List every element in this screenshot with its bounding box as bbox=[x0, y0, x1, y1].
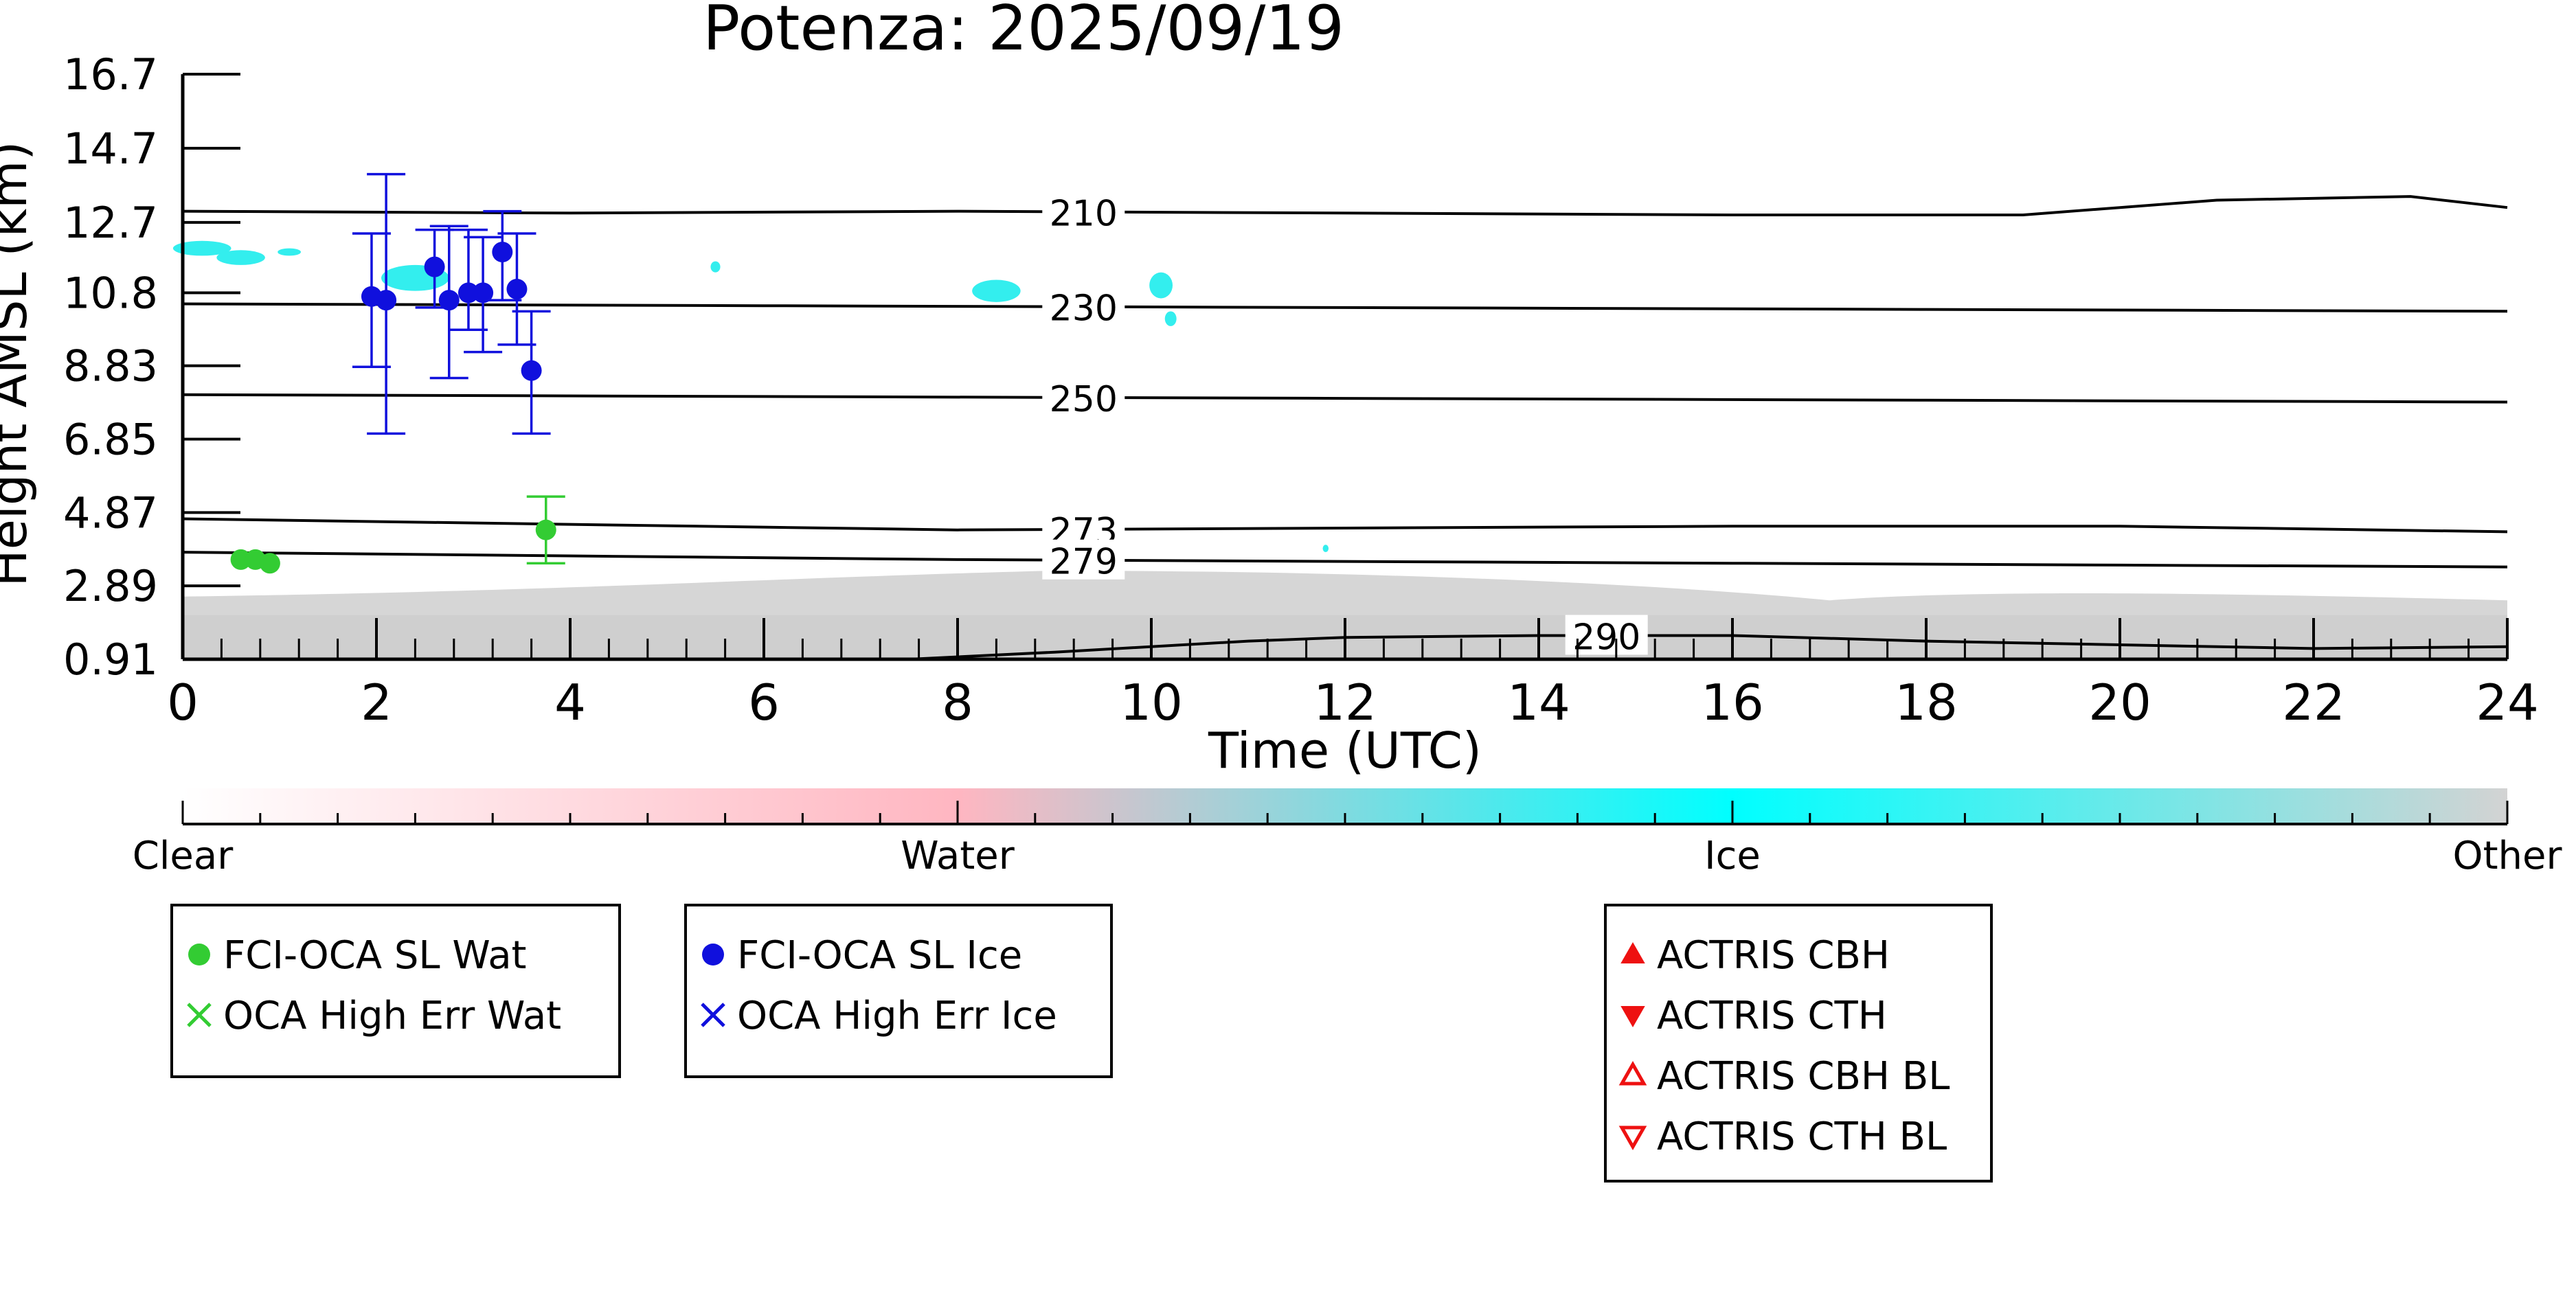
colorbar-label: Other bbox=[2452, 834, 2562, 878]
x-tick-label: 8 bbox=[942, 674, 973, 731]
x-tick-label: 18 bbox=[1895, 674, 1958, 731]
data-point bbox=[535, 519, 556, 540]
data-layer bbox=[230, 172, 565, 574]
x-tick-label: 0 bbox=[167, 674, 199, 731]
x-tick-label: 6 bbox=[748, 674, 780, 731]
legend-circle-marker bbox=[188, 944, 210, 966]
ice-cloud-patch bbox=[1149, 272, 1173, 299]
legend-frame bbox=[170, 904, 621, 1078]
x-tick-label: 14 bbox=[1507, 674, 1570, 731]
y-tick-label: 0.91 bbox=[63, 635, 158, 685]
data-point bbox=[521, 360, 542, 381]
isotherm-line-210 bbox=[182, 195, 2508, 216]
x-axis-label: Time (UTC) bbox=[1208, 722, 1482, 779]
y-tick-label: 10.8 bbox=[63, 268, 158, 318]
ice-cloud-patch bbox=[972, 279, 1021, 302]
legend-label: FCI-OCA SL Ice bbox=[737, 933, 1022, 978]
isotherm-line-230 bbox=[182, 302, 2508, 313]
ice-cloud-patch bbox=[710, 261, 721, 273]
legend-triangle-marker bbox=[1618, 1126, 1647, 1151]
isotherm-label-bg bbox=[1042, 376, 1125, 417]
legend-frame bbox=[684, 904, 1113, 1078]
isotherm-label-bg bbox=[1042, 539, 1125, 580]
isotherm-label-230: 230 bbox=[1050, 288, 1118, 330]
isotherm-label-bg bbox=[1042, 286, 1125, 326]
legend-circle-marker bbox=[702, 944, 724, 966]
legend-label: ACTRIS CTH BL bbox=[1657, 1115, 1947, 1159]
legend-label: ACTRIS CTH bbox=[1657, 994, 1887, 1038]
isotherm-label-250: 250 bbox=[1050, 379, 1118, 420]
legend-triangle-marker bbox=[1620, 1006, 1645, 1028]
x-tick-label: 10 bbox=[1120, 674, 1183, 731]
legend-x-marker bbox=[187, 1003, 212, 1027]
isotherm-label-bg bbox=[1565, 615, 1648, 655]
data-point bbox=[376, 290, 397, 311]
isotherm-line-279 bbox=[182, 551, 2508, 569]
x-tick-label: 12 bbox=[1313, 674, 1377, 731]
legend-box: FCI-OCA SL Ice OCA High Err Ice bbox=[684, 904, 1113, 1078]
y-tick-label: 6.85 bbox=[63, 414, 158, 464]
data-point bbox=[506, 278, 528, 299]
y-tick-label: 4.87 bbox=[63, 488, 158, 538]
x-tick-label: 24 bbox=[2476, 674, 2539, 731]
legend-triangle-marker bbox=[1620, 941, 1645, 963]
colorbar-label: Ice bbox=[1704, 834, 1761, 878]
data-point bbox=[473, 282, 494, 304]
colorbar-label: Water bbox=[901, 834, 1015, 878]
y-tick-label: 14.7 bbox=[63, 124, 158, 174]
legend-label: FCI-OCA SL Wat bbox=[223, 933, 527, 978]
legend-box: FCI-OCA SL Wat OCA High Err Wat bbox=[170, 904, 621, 1078]
x-tick-label: 20 bbox=[2088, 674, 2151, 731]
y-tick-label: 16.7 bbox=[63, 49, 158, 100]
legend-label: ACTRIS CBH bbox=[1657, 933, 1890, 978]
legend-frame bbox=[1604, 904, 1993, 1183]
legend-x-marker bbox=[701, 1003, 725, 1027]
legend-label: OCA High Err Ice bbox=[737, 994, 1057, 1038]
x-tick-label: 4 bbox=[554, 674, 586, 731]
x-tick-label: 22 bbox=[2282, 674, 2345, 731]
data-point bbox=[438, 290, 460, 311]
isotherm-label-279: 279 bbox=[1050, 542, 1118, 583]
x-tick-label: 16 bbox=[1701, 674, 1764, 731]
ice-cloud-patch bbox=[216, 250, 265, 265]
ice-cloud-patch bbox=[278, 248, 302, 256]
y-axis-label: Height AMSL (km) bbox=[0, 141, 38, 587]
ice-cloud-patch bbox=[1322, 545, 1329, 553]
data-point bbox=[492, 241, 513, 262]
legend-label: ACTRIS CBH BL bbox=[1657, 1054, 1950, 1099]
chart-title: Potenza: 2025/09/19 bbox=[703, 0, 1344, 65]
y-tick-label: 2.89 bbox=[63, 561, 158, 611]
legend-triangle-marker bbox=[1618, 1060, 1647, 1086]
data-point bbox=[457, 282, 479, 304]
y-tick-label: 8.83 bbox=[63, 341, 158, 391]
x-tick-label: 2 bbox=[361, 674, 392, 731]
isotherm-label-bg bbox=[1042, 191, 1125, 231]
ice-cloud-patch bbox=[172, 240, 231, 256]
isotherm-line-250 bbox=[182, 393, 2508, 404]
y-tick-label: 12.7 bbox=[63, 198, 158, 248]
isotherm-line-273 bbox=[182, 517, 2508, 534]
axis-ticks: 0 2 4 6 8 10 12 14 16 18 20 22 240.912.894.876.858.8… bbox=[63, 49, 2539, 731]
ice-cloud-patch bbox=[1164, 311, 1177, 326]
category-colorbar: Clear Water Ice Other bbox=[133, 788, 2562, 878]
data-point bbox=[259, 553, 280, 574]
legend-label: OCA High Err Wat bbox=[223, 994, 561, 1038]
legend-box: ACTRIS CBH ACTRIS CTH ACTRIS CBH BL ACTRIS … bbox=[1604, 904, 1993, 1183]
data-point bbox=[424, 256, 445, 277]
data-point bbox=[230, 549, 251, 570]
isotherm-label-290: 290 bbox=[1572, 617, 1640, 658]
colorbar-label: Clear bbox=[133, 834, 234, 878]
isotherm-label-210: 210 bbox=[1050, 194, 1118, 235]
